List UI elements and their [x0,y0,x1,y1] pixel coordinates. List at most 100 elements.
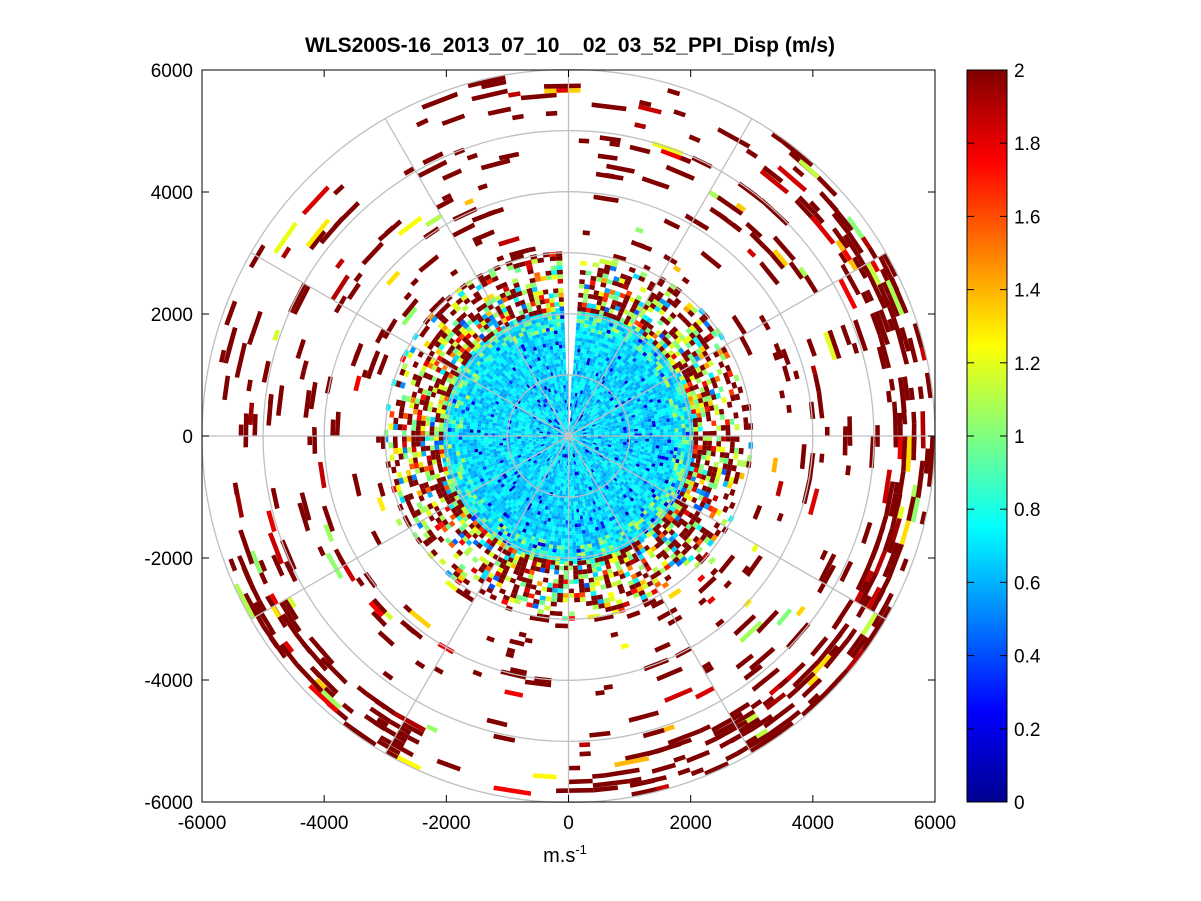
data-cell [641,430,646,434]
data-cell [569,443,571,447]
data-cell [698,436,703,441]
data-cell [559,560,565,565]
data-cell [692,417,698,423]
data-cell [605,403,610,408]
data-cell [560,315,565,319]
data-cell [525,444,530,448]
data-cell [616,484,622,489]
data-cell [579,431,583,434]
data-cell [591,497,595,502]
data-cell [638,438,642,442]
data-cell [570,414,574,419]
data-cell [574,351,578,356]
data-cell [553,449,558,454]
data-cell [512,387,517,392]
data-cell [544,442,549,447]
data-cell [582,430,587,433]
data-cell [553,378,558,383]
data-cell [609,449,614,454]
data-cell [534,412,539,416]
data-cell [548,323,554,328]
data-cell [620,417,626,422]
data-cell [575,505,579,509]
data-cell [605,418,610,422]
data-cell [547,369,551,374]
data-cell [539,440,544,443]
data-cell [601,458,606,462]
data-cell [574,519,578,524]
data-cell [618,482,623,487]
data-cell [578,401,582,406]
data-cell [538,393,543,398]
data-cell [588,469,593,475]
data-cell [603,401,609,406]
data-cell [548,471,553,477]
data-cell [548,404,552,409]
data-cell [513,427,518,431]
data-cell [549,459,553,464]
data-cell [523,490,528,496]
data-cell [515,484,521,489]
data-cell [572,461,575,465]
data-cell [607,414,612,419]
data-cell [598,421,603,425]
data-cell [542,472,547,478]
data-cell [544,460,548,465]
data-cell [538,499,543,504]
data-cell [553,363,557,368]
data-cell [550,334,555,339]
data-cell [560,505,564,510]
data-cell [636,450,641,454]
data-cell [546,431,551,435]
data-cell [555,466,559,471]
data-cell [521,378,526,383]
data-cell [645,441,649,445]
data-cell [695,408,701,414]
data-cell [539,438,544,441]
data-cell [627,415,632,419]
data-cell [573,428,578,432]
data-cell [622,465,627,469]
data-cell [533,475,539,481]
data-cell [497,415,502,420]
data-cell [539,428,544,431]
data-cell [595,491,600,496]
data-cell [473,426,478,430]
data-cell [637,428,642,432]
data-cell [560,410,564,416]
data-cell [448,448,453,453]
data-cell [602,406,607,411]
data-cell [605,489,610,494]
data-cell [589,407,593,412]
data-cell [630,456,635,460]
data-cell [542,433,547,436]
data-cell [519,379,524,385]
data-cell [561,498,565,502]
data-cell [666,442,671,447]
data-cell [582,394,587,400]
data-cell [531,478,537,484]
data-cell [577,497,580,502]
data-cell [592,416,597,420]
data-cell [609,490,614,496]
data-cell [621,420,626,425]
data-cell [511,450,517,455]
data-cell [583,364,587,369]
data-cell [580,367,583,372]
data-cell [480,429,485,434]
data-cell [610,421,615,425]
data-cell [597,410,602,415]
data-cell [532,430,536,433]
data-cell [577,463,581,468]
data-cell [572,441,576,445]
data-cell [612,384,617,389]
data-cell [521,445,526,449]
data-cell [548,455,553,459]
data-cell [613,465,618,471]
data-cell [608,401,613,406]
data-cell [540,442,545,446]
data-cell [571,465,574,469]
data-cell [579,453,584,459]
data-cell [617,389,622,394]
data-cell [560,399,564,404]
